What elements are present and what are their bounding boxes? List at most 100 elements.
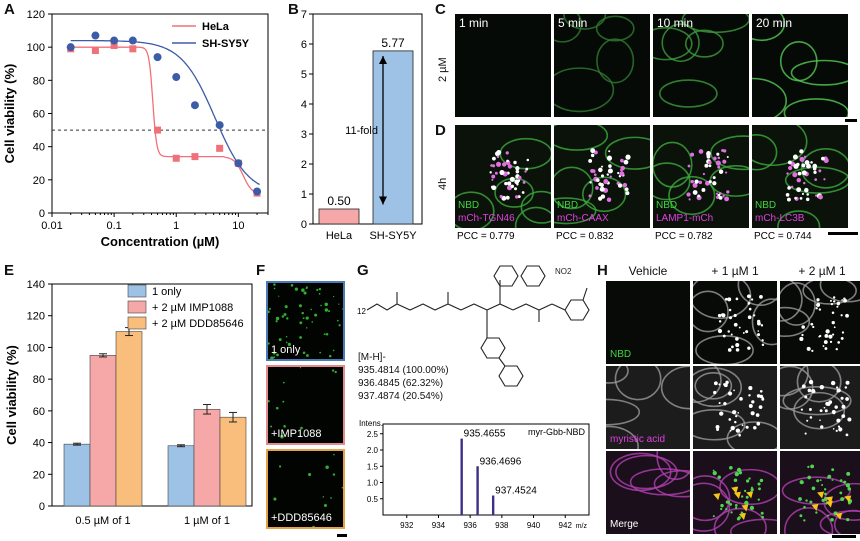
bar-value-label: 5.77 bbox=[381, 36, 405, 50]
legend-label: SH-SY5Y bbox=[202, 38, 250, 50]
puncta bbox=[814, 178, 818, 182]
puncta bbox=[524, 170, 527, 173]
puncta bbox=[729, 503, 733, 506]
y-tick-label: 0 bbox=[39, 501, 45, 513]
cell-membrane bbox=[606, 425, 639, 449]
puncta bbox=[734, 471, 739, 477]
puncta bbox=[725, 380, 729, 385]
puncta bbox=[701, 188, 706, 192]
puncta bbox=[506, 159, 509, 163]
data-point-hela bbox=[191, 153, 199, 161]
puncta bbox=[811, 389, 816, 394]
data-point-hela bbox=[216, 144, 224, 152]
cell-membrane bbox=[693, 409, 746, 441]
puncta bbox=[747, 302, 751, 305]
data-point-shsy5y bbox=[253, 187, 262, 196]
puncta bbox=[846, 471, 851, 476]
puncta bbox=[757, 333, 761, 337]
puncta bbox=[757, 482, 761, 486]
green-dot bbox=[272, 352, 276, 355]
channel-label: NBD bbox=[610, 349, 632, 360]
green-dot bbox=[268, 342, 270, 345]
structure-bonds bbox=[366, 265, 590, 387]
column-header: + 1 µM 1 bbox=[711, 264, 759, 278]
bar bbox=[63, 443, 91, 507]
y-tick-label: 1.5 bbox=[367, 462, 379, 471]
cell-membrane bbox=[752, 14, 786, 42]
green-dot bbox=[336, 319, 339, 322]
isotope-block: [M-H]- 935.4814 (100.00%) 936.4845 (62.3… bbox=[358, 351, 449, 403]
puncta bbox=[708, 160, 712, 165]
green-dot bbox=[275, 320, 278, 323]
cell-membrane bbox=[554, 67, 615, 113]
green-dot bbox=[333, 453, 335, 456]
x-tick-label: 940 bbox=[527, 521, 541, 530]
puncta bbox=[756, 394, 761, 398]
spectrum-title: myr-Gbb-NBD bbox=[528, 427, 586, 437]
puncta bbox=[748, 477, 751, 480]
puncta bbox=[735, 415, 738, 418]
micrograph-c-4: 20 min bbox=[752, 14, 848, 117]
puncta bbox=[823, 406, 826, 409]
fit-curve-hela bbox=[70, 46, 260, 195]
puncta bbox=[836, 301, 841, 306]
puncta bbox=[831, 321, 835, 325]
puncta bbox=[758, 487, 761, 491]
puncta bbox=[810, 464, 815, 469]
puncta bbox=[812, 166, 817, 171]
data-point-shsy5y bbox=[128, 36, 137, 45]
cell-membrane bbox=[695, 335, 754, 364]
puncta bbox=[609, 175, 612, 178]
chart-b: 01234567GI50 value (µM)0.50HeLa5.77SH-SY… bbox=[301, 9, 423, 242]
puncta bbox=[599, 186, 605, 192]
puncta bbox=[744, 500, 749, 506]
cell-membrane bbox=[653, 141, 693, 188]
puncta bbox=[841, 299, 843, 301]
bar-value-label: 0.50 bbox=[327, 194, 351, 208]
puncta bbox=[495, 161, 502, 167]
green-dot bbox=[275, 406, 279, 410]
arrowhead-marker bbox=[817, 491, 825, 499]
puncta bbox=[617, 171, 620, 175]
legend-label: HeLa bbox=[202, 21, 230, 33]
legend-swatch bbox=[127, 284, 147, 298]
puncta bbox=[798, 497, 802, 501]
puncta bbox=[726, 156, 729, 159]
puncta bbox=[595, 178, 600, 182]
fold-annotation: 11-fold bbox=[345, 125, 378, 137]
puncta bbox=[790, 185, 794, 189]
puncta bbox=[510, 184, 515, 189]
puncta bbox=[747, 294, 751, 299]
peak-label: 935.4655 bbox=[464, 429, 506, 440]
green-dot bbox=[273, 356, 276, 358]
arrowhead-marker bbox=[811, 503, 819, 511]
puncta bbox=[787, 165, 793, 171]
green-dot bbox=[305, 354, 309, 357]
cell-membrane bbox=[661, 23, 700, 63]
puncta bbox=[706, 151, 711, 156]
puncta bbox=[724, 196, 730, 202]
puncta bbox=[815, 307, 818, 310]
puncta bbox=[738, 470, 743, 475]
puncta bbox=[804, 395, 808, 399]
cell-membrane bbox=[729, 518, 777, 534]
cell-membrane bbox=[606, 366, 629, 384]
cell-membrane bbox=[780, 306, 811, 338]
puncta bbox=[750, 486, 753, 489]
puncta bbox=[706, 154, 711, 159]
x-tick-label: 932 bbox=[400, 521, 414, 530]
cell-membrane bbox=[752, 77, 787, 117]
puncta bbox=[608, 164, 612, 168]
puncta bbox=[834, 405, 838, 409]
green-dot bbox=[270, 356, 274, 359]
micrograph-f-3: +DDD85646 bbox=[266, 449, 345, 529]
green-dot bbox=[286, 317, 289, 320]
puncta bbox=[704, 163, 709, 168]
puncta bbox=[735, 428, 741, 433]
fit-curve-sh-sy5y bbox=[70, 39, 260, 186]
green-dot bbox=[323, 503, 327, 507]
data-point-shsy5y bbox=[215, 121, 224, 130]
y-tick-label: 140 bbox=[27, 279, 45, 291]
puncta bbox=[747, 315, 752, 320]
puncta bbox=[723, 401, 727, 406]
